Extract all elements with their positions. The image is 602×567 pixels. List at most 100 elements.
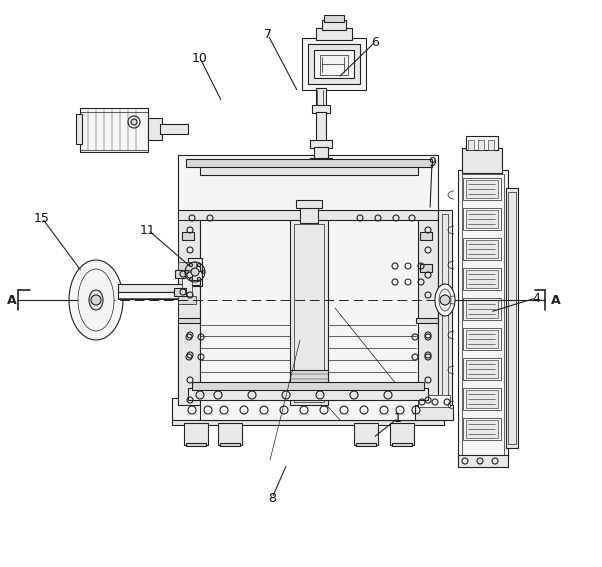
Bar bbox=[178, 318, 200, 323]
Bar bbox=[463, 328, 501, 350]
Bar bbox=[178, 205, 438, 220]
Bar bbox=[418, 395, 450, 407]
Bar bbox=[488, 140, 494, 150]
Bar bbox=[314, 50, 354, 78]
Text: 4: 4 bbox=[532, 291, 540, 304]
Bar bbox=[466, 210, 498, 228]
Text: A: A bbox=[551, 294, 561, 307]
Bar bbox=[463, 238, 501, 260]
Bar bbox=[178, 210, 200, 405]
Bar bbox=[200, 163, 418, 175]
Bar bbox=[290, 370, 328, 395]
Bar bbox=[316, 112, 326, 142]
Bar bbox=[172, 398, 444, 423]
Bar bbox=[312, 105, 330, 113]
Bar bbox=[316, 28, 352, 40]
Bar bbox=[174, 288, 186, 296]
Bar bbox=[466, 136, 498, 150]
Ellipse shape bbox=[439, 289, 451, 311]
Bar bbox=[466, 240, 498, 258]
Bar bbox=[186, 443, 206, 446]
Bar bbox=[463, 418, 501, 440]
Bar bbox=[178, 296, 196, 304]
Bar bbox=[294, 224, 324, 402]
Bar bbox=[420, 264, 432, 272]
Bar bbox=[218, 423, 242, 445]
Bar bbox=[296, 200, 322, 208]
Bar bbox=[463, 178, 501, 200]
Bar bbox=[300, 205, 318, 223]
Bar bbox=[80, 108, 148, 152]
Bar bbox=[506, 188, 518, 448]
Bar bbox=[324, 15, 344, 22]
Bar bbox=[466, 180, 498, 198]
Bar bbox=[416, 210, 438, 405]
Bar bbox=[192, 382, 424, 390]
Ellipse shape bbox=[69, 260, 123, 340]
Bar bbox=[438, 210, 452, 410]
Bar bbox=[308, 44, 360, 84]
Bar bbox=[463, 268, 501, 290]
Bar bbox=[172, 420, 444, 425]
Bar bbox=[186, 266, 200, 271]
Bar bbox=[466, 330, 498, 348]
Bar bbox=[302, 38, 366, 90]
Text: 6: 6 bbox=[371, 36, 379, 49]
Bar bbox=[175, 270, 185, 278]
Text: 1: 1 bbox=[394, 412, 402, 425]
Bar bbox=[314, 147, 328, 159]
Bar bbox=[310, 140, 332, 148]
Bar bbox=[310, 158, 332, 163]
Bar bbox=[508, 192, 516, 444]
Bar bbox=[118, 284, 186, 292]
Bar bbox=[160, 124, 188, 134]
Text: 10: 10 bbox=[192, 52, 208, 65]
Ellipse shape bbox=[89, 290, 103, 310]
Bar bbox=[462, 174, 504, 456]
Bar bbox=[178, 320, 440, 400]
Bar bbox=[354, 423, 378, 445]
Bar bbox=[290, 220, 328, 405]
Bar bbox=[220, 443, 240, 446]
Bar bbox=[458, 455, 508, 467]
Circle shape bbox=[91, 295, 101, 305]
Bar bbox=[390, 423, 414, 445]
Bar bbox=[316, 88, 326, 108]
Bar bbox=[415, 405, 453, 420]
Text: A: A bbox=[7, 294, 17, 307]
Bar bbox=[322, 20, 346, 30]
Bar bbox=[392, 443, 412, 446]
Bar bbox=[468, 140, 474, 150]
Bar bbox=[178, 155, 438, 210]
Bar bbox=[463, 388, 501, 410]
Bar bbox=[186, 280, 200, 285]
Bar bbox=[356, 443, 376, 446]
Bar bbox=[320, 55, 348, 75]
Bar bbox=[466, 300, 498, 318]
Ellipse shape bbox=[78, 269, 114, 331]
Bar bbox=[466, 360, 498, 378]
Bar bbox=[182, 264, 192, 304]
Bar bbox=[466, 420, 498, 438]
Bar bbox=[188, 388, 428, 400]
Bar bbox=[463, 298, 501, 320]
Bar bbox=[463, 358, 501, 380]
Bar bbox=[178, 262, 196, 270]
Bar bbox=[442, 214, 448, 406]
Text: 15: 15 bbox=[34, 211, 50, 225]
Bar bbox=[182, 264, 194, 272]
Text: 8: 8 bbox=[268, 492, 276, 505]
Bar bbox=[458, 170, 508, 460]
Bar bbox=[118, 292, 186, 299]
Circle shape bbox=[131, 119, 137, 125]
Bar bbox=[462, 148, 502, 173]
Bar bbox=[478, 140, 484, 150]
Bar bbox=[184, 423, 208, 445]
Bar bbox=[420, 232, 432, 240]
Bar bbox=[186, 159, 432, 167]
Bar bbox=[466, 270, 498, 288]
Text: 9: 9 bbox=[428, 155, 436, 168]
Bar bbox=[200, 215, 418, 420]
Bar bbox=[463, 208, 501, 230]
Ellipse shape bbox=[435, 284, 455, 316]
